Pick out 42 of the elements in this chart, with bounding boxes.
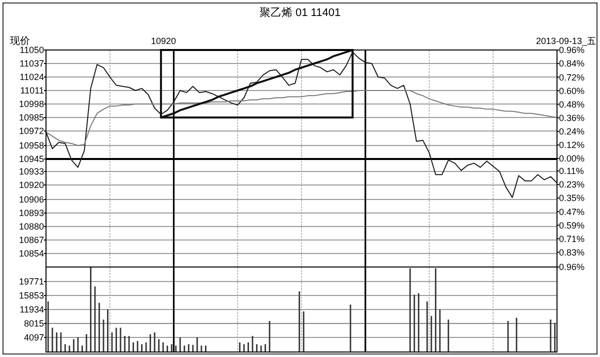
y-tick-label: 10945 bbox=[18, 154, 44, 164]
y-tick-label: 4097 bbox=[24, 332, 44, 343]
y-tick-label: 11024 bbox=[20, 72, 44, 82]
y-tick-label: 11934 bbox=[20, 304, 44, 315]
text: 2013-09-13_五 bbox=[536, 36, 596, 46]
chart-title: 聚乙烯 01 11401 bbox=[259, 6, 341, 19]
y-axis-title: 现价 bbox=[10, 35, 30, 47]
y2-tick-label: 0.12% bbox=[559, 140, 585, 150]
y-tick-label: 11011 bbox=[20, 86, 44, 96]
y2-tick-label: 0.47% bbox=[559, 206, 585, 217]
y-tick-label: 8015 bbox=[24, 318, 44, 329]
y2-tick-label: 0.84% bbox=[559, 58, 585, 69]
y2-tick-label: 0.60% bbox=[559, 86, 585, 96]
y-tick-label: 10972 bbox=[18, 126, 44, 136]
y2-tick-label: 0.48% bbox=[559, 99, 585, 110]
y-tick-label: 10958 bbox=[18, 140, 44, 151]
y-tick-label: 10880 bbox=[18, 222, 44, 232]
y2-tick-label: 0.83% bbox=[559, 247, 585, 258]
y2-tick-label: 0.96% bbox=[559, 45, 585, 56]
y2-tick-label: 0.96% bbox=[559, 262, 585, 272]
y2-tick-label: 0.24% bbox=[559, 126, 585, 137]
text: 10920 bbox=[151, 36, 176, 46]
y-tick-label: 11050 bbox=[20, 45, 44, 56]
y2-tick-label: 0.71% bbox=[559, 234, 585, 244]
y-tick-label: 10867 bbox=[18, 235, 44, 246]
y2-tick-label: 0.72% bbox=[559, 72, 585, 82]
y-tick-label: 11037 bbox=[20, 58, 44, 69]
y2-tick-label: 0.59% bbox=[559, 220, 585, 230]
y-tick-label: 10998 bbox=[18, 99, 44, 110]
y-tick-label: 10854 bbox=[18, 248, 44, 259]
y2-tick-label: 0.35% bbox=[559, 193, 585, 204]
y-tick-label: 19771 bbox=[18, 276, 44, 287]
y2-tick-label: 0.11% bbox=[559, 166, 584, 176]
y2-tick-label: 0.23% bbox=[559, 180, 585, 190]
y-tick-label: 15853 bbox=[18, 290, 44, 301]
y-tick-label: 10906 bbox=[18, 194, 44, 205]
y-tick-label: 10985 bbox=[18, 112, 44, 123]
y-tick-label: 10893 bbox=[18, 208, 44, 218]
y2-tick-label: 0.00% bbox=[559, 154, 585, 164]
y-tick-label: 10933 bbox=[18, 166, 44, 177]
y2-tick-label: 0.36% bbox=[559, 112, 585, 123]
y-tick-label: 10920 bbox=[18, 180, 44, 190]
